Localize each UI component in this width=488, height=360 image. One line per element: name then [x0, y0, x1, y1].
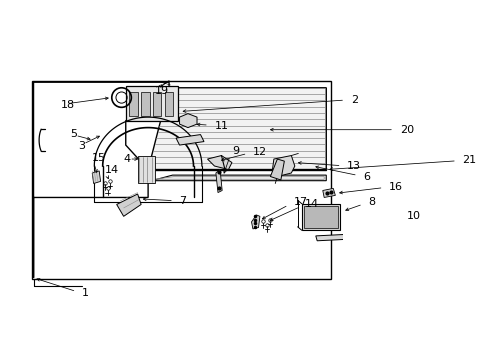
Text: 11: 11 — [214, 121, 228, 131]
Polygon shape — [315, 234, 345, 241]
Polygon shape — [176, 135, 203, 145]
Text: 6: 6 — [363, 171, 369, 181]
Text: 3: 3 — [78, 141, 85, 152]
Polygon shape — [251, 215, 259, 229]
Bar — [32, 81, 330, 279]
Text: 21: 21 — [462, 156, 476, 166]
Polygon shape — [151, 175, 325, 181]
Text: 18: 18 — [61, 100, 75, 109]
Polygon shape — [207, 156, 231, 170]
Text: 9: 9 — [231, 146, 239, 156]
Polygon shape — [92, 171, 101, 184]
Text: 14: 14 — [305, 199, 319, 210]
Bar — [301, 204, 340, 230]
Text: 7: 7 — [179, 196, 186, 206]
Bar — [125, 86, 178, 121]
Polygon shape — [215, 170, 222, 193]
Text: 8: 8 — [367, 197, 375, 207]
Bar — [303, 206, 338, 228]
Text: 15: 15 — [92, 153, 106, 163]
Bar — [129, 92, 137, 116]
Bar — [137, 156, 155, 184]
Text: 5: 5 — [70, 129, 77, 139]
Polygon shape — [179, 114, 197, 127]
Text: 2: 2 — [350, 95, 357, 105]
Text: 14: 14 — [104, 165, 119, 175]
Text: 4: 4 — [123, 154, 130, 164]
Polygon shape — [272, 156, 294, 176]
Text: 13: 13 — [346, 161, 361, 171]
Polygon shape — [148, 88, 325, 170]
Bar — [153, 92, 161, 116]
Text: 17: 17 — [293, 197, 307, 207]
Bar — [164, 92, 173, 116]
Text: 10: 10 — [406, 211, 420, 221]
Bar — [141, 92, 149, 116]
Text: 1: 1 — [81, 288, 88, 298]
Polygon shape — [117, 194, 141, 216]
Text: 16: 16 — [388, 182, 402, 192]
Polygon shape — [270, 159, 284, 180]
Polygon shape — [322, 188, 335, 198]
Text: 20: 20 — [399, 125, 413, 135]
Text: 19: 19 — [155, 86, 169, 95]
Text: 12: 12 — [252, 147, 266, 157]
